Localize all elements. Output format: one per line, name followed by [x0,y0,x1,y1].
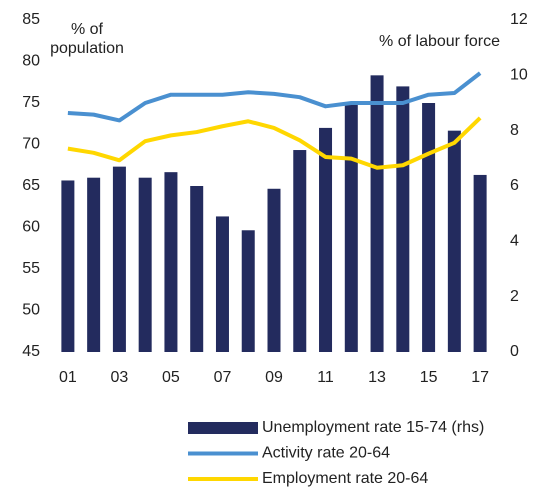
bar [447,130,461,352]
y-tick-label: 75 [22,94,40,111]
bar [138,177,152,352]
line [67,71,482,123]
bar [293,150,307,352]
x-tick-label: 01 [59,369,77,386]
bar [164,172,178,352]
y2-tick-label: 2 [510,288,519,305]
y2-tick-label: 8 [510,122,519,139]
y-tick-label: 70 [22,136,40,153]
right-axis-label: % of labour force [379,33,500,50]
y2-tick-label: 0 [510,343,519,360]
y-tick-label: 45 [22,343,40,360]
bar [112,166,126,352]
y-tick-label: 60 [22,219,40,236]
bar [61,180,75,352]
bar [396,86,410,353]
bar [215,216,229,352]
legend-label: Employment rate 20-64 [262,470,428,487]
bar [190,186,204,352]
y-tick-label: 65 [22,177,40,194]
legend-swatch [188,422,258,434]
y2-tick-label: 10 [510,67,528,84]
y-tick-label: 80 [22,53,40,70]
y-tick-label: 85 [22,11,40,28]
bar [370,75,384,352]
legend-label: Unemployment rate 15-74 (rhs) [262,419,484,436]
y2-tick-label: 4 [510,233,519,250]
y-tick-label: 50 [22,302,40,319]
x-tick-label: 15 [420,369,438,386]
x-tick-label: 13 [368,369,386,386]
legend-label: Activity rate 20-64 [262,445,390,462]
y-tick-label: 55 [22,260,40,277]
bar [267,188,281,352]
bar [87,177,101,352]
x-tick-label: 09 [265,369,283,386]
bar [473,174,487,352]
bar [344,103,358,352]
x-tick-label: 11 [317,369,334,386]
line [67,116,482,170]
x-tick-label: 17 [471,369,489,386]
bar [241,230,255,352]
x-tick-label: 07 [214,369,232,386]
y2-tick-label: 12 [510,11,528,28]
y2-tick-label: 6 [510,177,519,194]
x-tick-label: 05 [162,369,180,386]
bar [319,127,333,353]
left-axis-label: % of population [50,21,124,57]
bar [422,103,436,352]
x-tick-label: 03 [111,369,129,386]
